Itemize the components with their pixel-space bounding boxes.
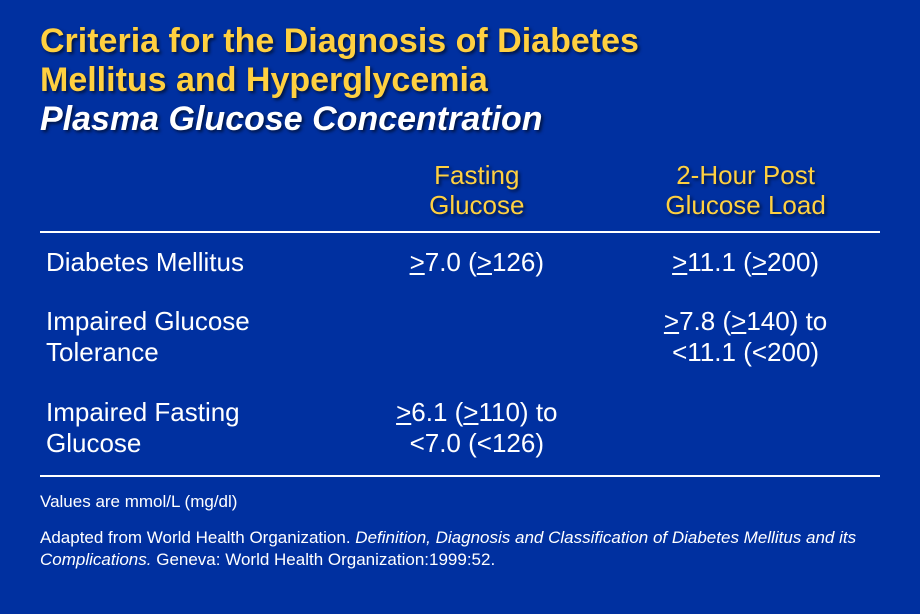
footnote: Values are mmol/L (mg/dl) Adapted from W… — [40, 491, 880, 571]
slide: Criteria for the Diagnosis of Diabetes M… — [0, 0, 920, 614]
slide-title: Criteria for the Diagnosis of Diabetes M… — [40, 22, 880, 139]
row-fasting — [342, 292, 611, 382]
col-header-empty — [40, 157, 342, 232]
col-header-post: 2-Hour PostGlucose Load — [611, 157, 880, 232]
citation: Adapted from World Health Organization. … — [40, 528, 856, 569]
table-bottom-rule — [40, 475, 880, 477]
row-post — [611, 383, 880, 473]
row-post: >11.1 (>200) — [611, 232, 880, 292]
col-header-fasting: FastingGlucose — [342, 157, 611, 232]
table-row: Diabetes Mellitus >7.0 (>126) >11.1 (>20… — [40, 232, 880, 292]
citation-suffix: Geneva: World Health Organization:1999:5… — [152, 550, 496, 569]
title-line-1: Criteria for the Diagnosis of Diabetes — [40, 22, 880, 61]
citation-prefix: Adapted from World Health Organization. — [40, 528, 355, 547]
table-header-row: FastingGlucose 2-Hour PostGlucose Load — [40, 157, 880, 232]
title-subtitle: Plasma Glucose Concentration — [40, 100, 880, 139]
table-row: Impaired FastingGlucose >6.1 (>110) to<7… — [40, 383, 880, 473]
row-label: Diabetes Mellitus — [40, 232, 342, 292]
row-fasting: >7.0 (>126) — [342, 232, 611, 292]
title-line-2: Mellitus and Hyperglycemia — [40, 61, 880, 100]
units-note: Values are mmol/L (mg/dl) — [40, 491, 880, 513]
row-fasting: >6.1 (>110) to<7.0 (<126) — [342, 383, 611, 473]
row-label: Impaired FastingGlucose — [40, 383, 342, 473]
criteria-table: FastingGlucose 2-Hour PostGlucose Load D… — [40, 157, 880, 473]
table-row: Impaired GlucoseTolerance >7.8 (>140) to… — [40, 292, 880, 382]
row-label: Impaired GlucoseTolerance — [40, 292, 342, 382]
row-post: >7.8 (>140) to<11.1 (<200) — [611, 292, 880, 382]
